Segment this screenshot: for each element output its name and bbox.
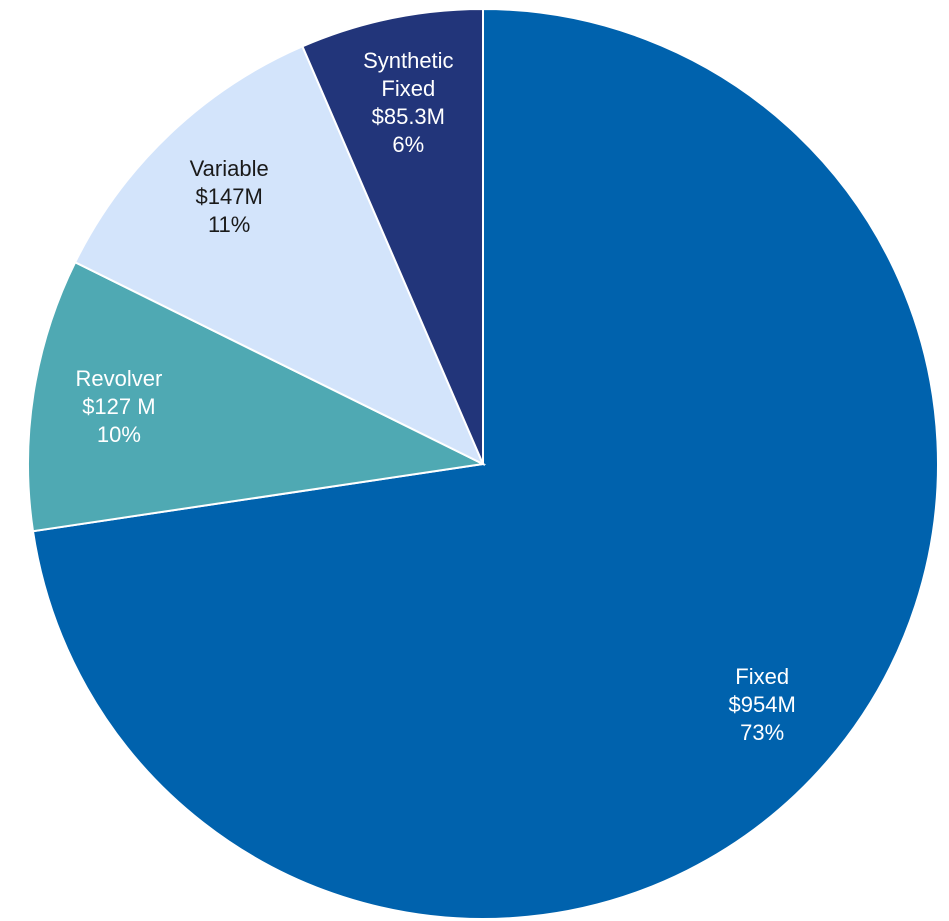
- slice-value: $85.3M: [371, 104, 445, 130]
- slice-name: Fixed: [735, 663, 790, 689]
- slice-label: Synthetic Fixed $85.3M 6%: [352, 47, 464, 159]
- slice-percent: 6%: [392, 132, 425, 158]
- slice-label: Variable $147M 11%: [173, 155, 285, 239]
- slice-value: $954M: [728, 691, 796, 717]
- pie-slice: [73, 45, 485, 467]
- pie-slice: [31, 7, 939, 920]
- slice-percent: 11%: [207, 211, 251, 237]
- slice-name: Synthetic Fixed: [363, 48, 454, 102]
- pie-slice: [27, 260, 487, 533]
- slice-label: Fixed $954M 73%: [706, 663, 818, 747]
- slice-label: Revolver $127 M 10%: [63, 365, 175, 449]
- slice-percent: 10%: [96, 421, 141, 447]
- slice-name: Variable: [189, 155, 269, 181]
- slice-value: $147M: [195, 183, 263, 209]
- slice-value: $127 M: [82, 393, 156, 419]
- slice-name: Revolver: [75, 365, 163, 391]
- slice-percent: 73%: [740, 719, 785, 745]
- pie-slice: [301, 7, 484, 465]
